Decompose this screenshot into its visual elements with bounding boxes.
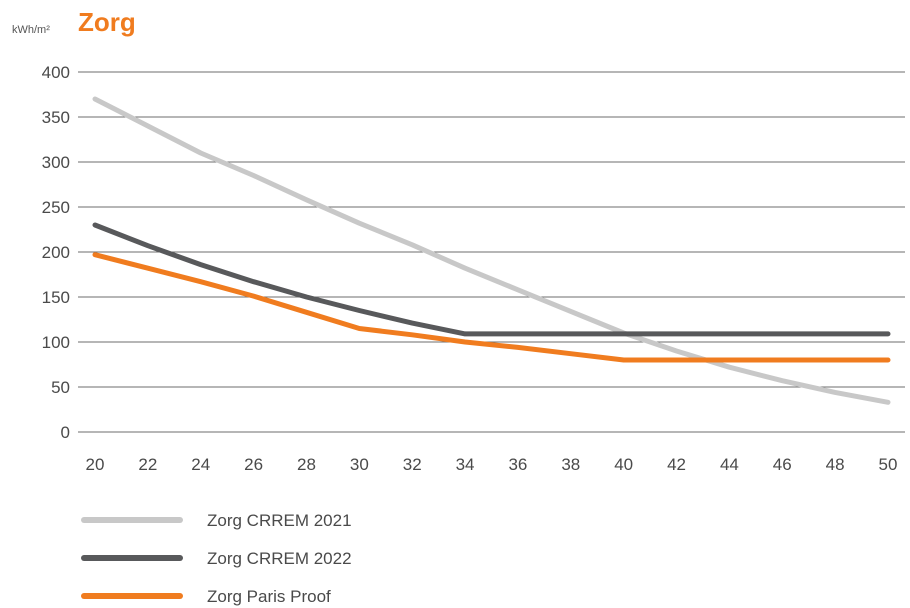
y-tick-label: 250 xyxy=(42,198,70,217)
legend-label-3: Zorg Paris Proof xyxy=(207,587,331,606)
x-tick-label: 24 xyxy=(191,455,210,474)
legend-label-1: Zorg CRREM 2021 xyxy=(207,511,352,530)
x-tick-label: 32 xyxy=(403,455,422,474)
x-tick-label: 44 xyxy=(720,455,739,474)
y-tick-label: 150 xyxy=(42,288,70,307)
y-axis-ticks: 0 50 100 150 200 250 300 350 400 xyxy=(42,63,70,442)
chart-title: Zorg xyxy=(78,7,136,37)
y-tick-label: 350 xyxy=(42,108,70,127)
series-lines xyxy=(92,96,891,405)
legend: Zorg CRREM 2021 Zorg CRREM 2022 Zorg Paris… xyxy=(81,511,352,606)
series-line-2 xyxy=(92,222,891,337)
y-tick-label: 400 xyxy=(42,63,70,82)
x-tick-label: 34 xyxy=(456,455,475,474)
x-tick-label: 42 xyxy=(667,455,686,474)
y-tick-label: 200 xyxy=(42,243,70,262)
x-tick-label: 36 xyxy=(508,455,527,474)
x-tick-label: 40 xyxy=(614,455,633,474)
y-tick-label: 50 xyxy=(51,378,70,397)
x-tick-label: 20 xyxy=(86,455,105,474)
y-tick-label: 100 xyxy=(42,333,70,352)
x-tick-label: 46 xyxy=(773,455,792,474)
x-tick-label: 30 xyxy=(350,455,369,474)
series-line-1 xyxy=(92,96,891,405)
y-tick-label: 0 xyxy=(61,423,70,442)
x-tick-label: 28 xyxy=(297,455,316,474)
series-line-3 xyxy=(92,252,891,363)
x-tick-label: 26 xyxy=(244,455,263,474)
x-tick-label: 38 xyxy=(561,455,580,474)
legend-label-2: Zorg CRREM 2022 xyxy=(207,549,352,568)
x-axis-ticks: 20 22 24 26 28 30 32 34 36 38 40 42 44 46 48 50 xyxy=(86,455,898,474)
x-tick-label: 48 xyxy=(826,455,845,474)
x-tick-label: 50 xyxy=(879,455,898,474)
x-tick-label: 22 xyxy=(138,455,157,474)
y-unit-label: kWh/m² xyxy=(12,24,50,36)
y-tick-label: 300 xyxy=(42,153,70,172)
